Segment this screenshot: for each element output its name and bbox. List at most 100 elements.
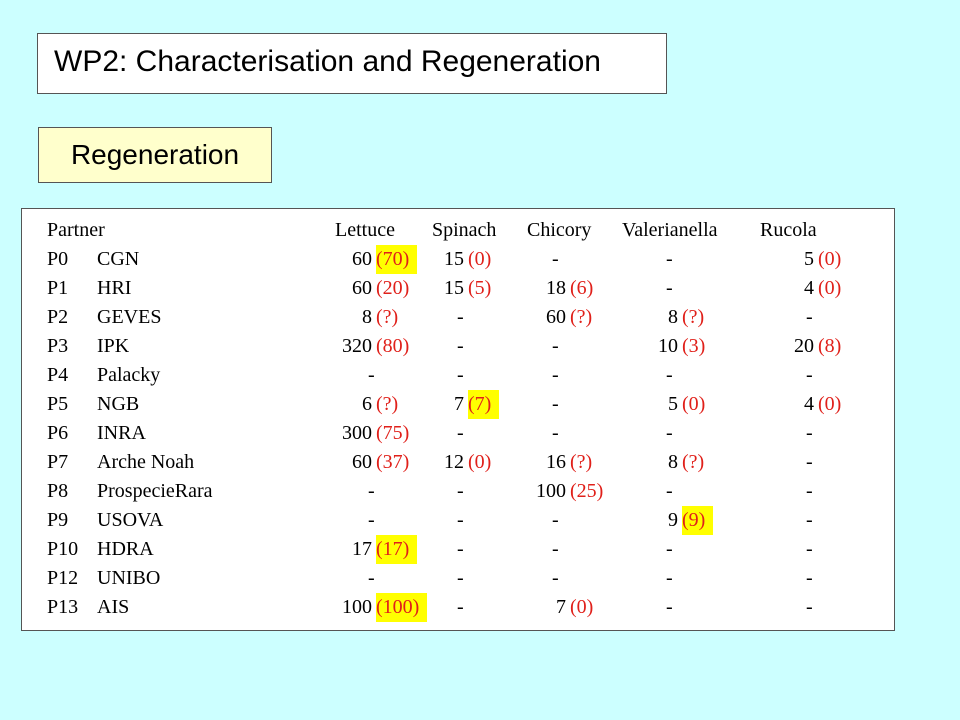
valerianella-value: 8: [668, 451, 678, 473]
valerianella-note: (9): [682, 506, 714, 535]
spinach-note: (7): [468, 390, 500, 419]
table-row: P3 IPK 320 (80) - - 10 (3) 20 (8): [22, 332, 894, 361]
partner-code: P5: [47, 393, 69, 415]
lettuce-value: 300: [342, 422, 372, 444]
spinach-value: -: [457, 480, 464, 502]
lettuce-note: (37): [376, 451, 410, 473]
partner-name: CGN: [97, 248, 140, 270]
rucola-value: -: [806, 306, 813, 328]
valerianella-note: (?): [682, 306, 705, 328]
valerianella-note: (3): [682, 335, 706, 357]
spinach-value: -: [457, 306, 464, 328]
valerianella-value: -: [666, 422, 673, 444]
lettuce-value: 60: [352, 277, 372, 299]
lettuce-value: 17: [352, 538, 372, 560]
spinach-value: -: [457, 567, 464, 589]
lettuce-value: 60: [352, 248, 372, 270]
chicory-value: 16: [546, 451, 566, 473]
spinach-note: (5): [468, 277, 492, 299]
chicory-value: -: [552, 335, 559, 357]
header-valerianella: Valerianella: [622, 219, 718, 241]
partner-code: P7: [47, 451, 69, 473]
partner-code: P0: [47, 248, 69, 270]
valerianella-value: 10: [658, 335, 678, 357]
rucola-value: -: [806, 480, 813, 502]
lettuce-note: (100): [376, 593, 428, 622]
spinach-value: 7: [454, 393, 464, 415]
valerianella-note: (0): [682, 393, 706, 415]
partner-code: P4: [47, 364, 69, 386]
rucola-value: -: [806, 509, 813, 531]
table-header-row: Partner Lettuce Spinach Chicory Valerian…: [22, 216, 894, 245]
partner-name: UNIBO: [97, 567, 161, 589]
partner-code: P2: [47, 306, 69, 328]
lettuce-note: (70): [376, 245, 418, 274]
spinach-value: -: [457, 364, 464, 386]
chicory-value: -: [552, 248, 559, 270]
partner-code: P1: [47, 277, 69, 299]
spinach-value: -: [457, 538, 464, 560]
valerianella-value: 5: [668, 393, 678, 415]
slide-subtitle: Regeneration: [70, 139, 240, 170]
partner-code: P6: [47, 422, 69, 444]
rucola-value: -: [806, 422, 813, 444]
rucola-value: -: [806, 567, 813, 589]
valerianella-value: -: [666, 364, 673, 386]
chicory-value: -: [552, 422, 559, 444]
table-row: P12 UNIBO - - - - -: [22, 564, 894, 593]
chicory-value: -: [552, 567, 559, 589]
valerianella-value: -: [666, 567, 673, 589]
partner-code: P12: [47, 567, 79, 589]
partner-name: ProspecieRara: [97, 480, 213, 502]
lettuce-value: 8: [362, 306, 372, 328]
partner-code: P9: [47, 509, 69, 531]
lettuce-note: (20): [376, 277, 410, 299]
partner-name: USOVA: [97, 509, 164, 531]
chicory-value: 18: [546, 277, 566, 299]
chicory-value: -: [552, 364, 559, 386]
spinach-value: 12: [444, 451, 464, 473]
chicory-value: 100: [536, 480, 566, 502]
chicory-note: (25): [570, 480, 604, 502]
table-row: P7 Arche Noah 60 (37) 12 (0) 16 (?) 8 (?) -: [22, 448, 894, 477]
header-rucola: Rucola: [760, 219, 817, 241]
table-row: P6 INRA 300 (75) - - - -: [22, 419, 894, 448]
partner-name: NGB: [97, 393, 140, 415]
rucola-value: 4: [804, 393, 814, 415]
regeneration-table: Partner Lettuce Spinach Chicory Valerian…: [21, 208, 895, 631]
partner-code: P13: [47, 596, 79, 618]
spinach-note: (0): [468, 248, 492, 270]
valerianella-note: (?): [682, 451, 705, 473]
partner-name: HRI: [97, 277, 132, 299]
lettuce-note: (17): [376, 535, 418, 564]
table-row: P2 GEVES 8 (?) -60 (?) 8 (?) -: [22, 303, 894, 332]
title-box: WP2: Characterisation and Regeneration: [37, 33, 667, 94]
lettuce-note: (?): [376, 393, 399, 415]
rucola-value: -: [806, 364, 813, 386]
lettuce-note: (?): [376, 306, 399, 328]
spinach-value: 15: [444, 248, 464, 270]
spinach-value: -: [457, 596, 464, 618]
partner-code: P3: [47, 335, 69, 357]
partner-name: Arche Noah: [97, 451, 195, 473]
valerianella-value: -: [666, 480, 673, 502]
chicory-value: 7: [556, 596, 566, 618]
valerianella-value: -: [666, 538, 673, 560]
partner-name: HDRA: [97, 538, 154, 560]
lettuce-value: -: [368, 509, 375, 531]
rucola-value: -: [806, 451, 813, 473]
rucola-value: 4: [804, 277, 814, 299]
chicory-value: -: [552, 393, 559, 415]
partner-code: P10: [47, 538, 79, 560]
table-row: P13 AIS 100 (100) - 7 (0) - -: [22, 593, 894, 622]
lettuce-value: 100: [342, 596, 372, 618]
valerianella-value: 8: [668, 306, 678, 328]
lettuce-value: 6: [362, 393, 372, 415]
table-row: P8 ProspecieRara - - 100 (25) - -: [22, 477, 894, 506]
rucola-note: (0): [818, 393, 842, 415]
spinach-value: -: [457, 335, 464, 357]
spinach-note: (0): [468, 451, 492, 473]
chicory-note: (0): [570, 596, 594, 618]
slide-title: WP2: Characterisation and Regeneration: [54, 45, 601, 78]
valerianella-value: -: [666, 248, 673, 270]
